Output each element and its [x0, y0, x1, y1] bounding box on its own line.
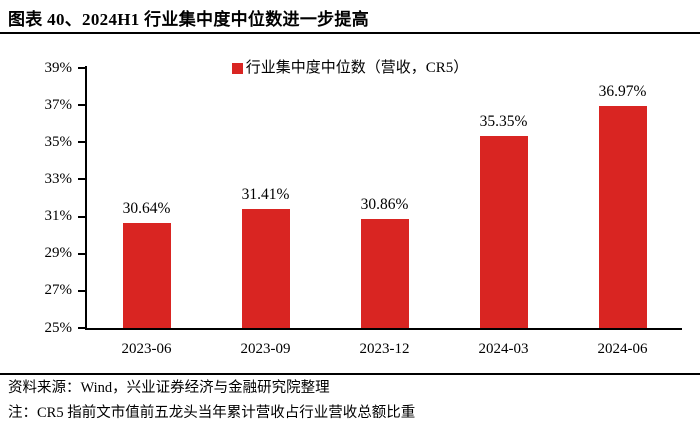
y-axis-tick	[78, 215, 85, 218]
y-axis-tick	[78, 141, 85, 144]
y-axis-tick-label: 37%	[44, 96, 73, 113]
x-axis-category-label: 2023-06	[121, 341, 172, 357]
footer-divider	[0, 373, 700, 375]
bar-value-label: 35.35%	[479, 112, 528, 130]
y-axis-tick	[78, 289, 85, 292]
legend: 行业集中度中位数（营收，CR5）	[0, 59, 700, 77]
bar-value-label: 30.86%	[360, 196, 409, 214]
x-axis-category-label: 2023-12	[359, 341, 410, 357]
bar	[360, 219, 409, 328]
y-axis-tick	[78, 104, 85, 107]
y-axis-tick	[78, 252, 85, 255]
figure-title: 图表 40、2024H1 行业集中度中位数进一步提高	[8, 10, 370, 29]
y-axis-tick-label: 25%	[44, 319, 73, 336]
legend-swatch-icon	[231, 62, 243, 74]
bar	[241, 208, 290, 328]
y-axis-tick-label: 35%	[44, 133, 73, 150]
source-note: 资料来源：Wind，兴业证券经济与金融研究院整理	[8, 380, 330, 396]
x-axis-category-label: 2023-09	[240, 341, 291, 357]
y-axis-tick-label: 31%	[44, 208, 73, 225]
y-axis-tick-label: 39%	[44, 59, 73, 76]
y-axis-tick-label: 27%	[44, 282, 73, 299]
bar	[598, 105, 647, 328]
y-axis-tick	[78, 327, 85, 329]
definition-note: 注：CR5 指前文市值前五龙头当年累计营收占行业营收总额比重	[8, 405, 416, 421]
x-axis-category-label: 2024-06	[597, 341, 648, 357]
bar	[479, 135, 528, 328]
bar-value-label: 36.97%	[598, 82, 647, 100]
x-axis-category-label: 2024-03	[478, 341, 529, 357]
y-axis-line	[85, 66, 87, 330]
x-axis-line	[85, 328, 682, 330]
y-axis-tick-label: 33%	[44, 170, 73, 187]
bar	[122, 223, 171, 328]
y-axis-tick	[78, 67, 85, 69]
legend-label: 行业集中度中位数（营收，CR5）	[245, 60, 469, 76]
y-axis-tick-label: 29%	[44, 245, 73, 262]
title-divider	[0, 32, 700, 34]
y-axis-tick	[78, 178, 85, 181]
bar-value-label: 30.64%	[122, 200, 171, 218]
bar-value-label: 31.41%	[241, 185, 290, 203]
